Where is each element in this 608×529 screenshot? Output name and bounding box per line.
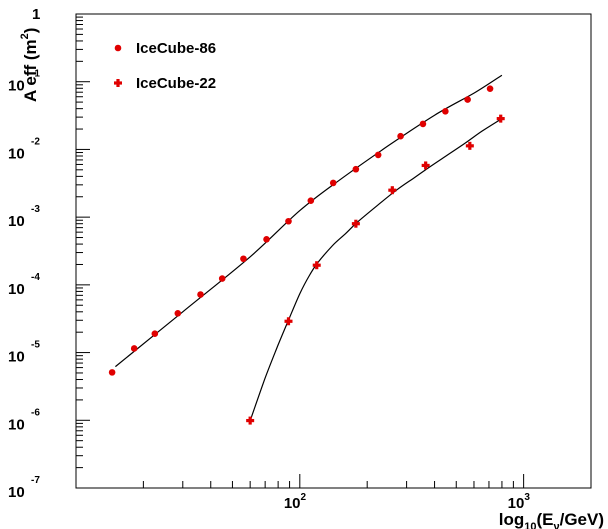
x-tick-label: 102	[284, 492, 307, 512]
icecube-86-point	[464, 96, 471, 103]
icecube-22-point	[465, 141, 474, 150]
icecube-22-legend-marker	[114, 79, 122, 87]
x-tick-label: 103	[508, 492, 531, 512]
y-tick-label: 10-1	[8, 69, 40, 95]
icecube-86-point	[218, 275, 226, 282]
icecube-22-point	[312, 261, 321, 270]
icecube-22-point	[246, 416, 255, 425]
x-axis-title: log10(Eν/GeV)	[499, 510, 604, 529]
icecube-22-legend-label: IceCube-22	[136, 75, 216, 92]
icecube-86-point	[442, 108, 449, 115]
y-tick-label: 10-3	[8, 204, 40, 230]
axis-ticks: 1 10-1 10-2 10-3 10-4 10-5 10-6 10-7 102 103	[8, 6, 592, 512]
y-tick-label: 10-4	[8, 272, 40, 298]
y-tick-label: 10-5	[8, 340, 40, 366]
icecube-86-point	[240, 255, 247, 263]
icecube-86-point	[374, 151, 382, 159]
y-tick-label: 1	[32, 6, 40, 23]
icecube-86-point	[130, 345, 138, 352]
y-tick-label: 10-7	[8, 475, 40, 501]
icecube-86-legend-marker	[114, 44, 122, 52]
icecube-22-point	[351, 219, 360, 228]
plot-frame	[75, 13, 592, 489]
icecube-86-point	[263, 236, 270, 243]
icecube-86-point	[486, 85, 494, 92]
icecube-22-point	[421, 161, 430, 170]
icecube-22-fit-line	[249, 118, 503, 421]
icecube-22-point	[284, 317, 293, 326]
icecube-86-point	[352, 165, 360, 173]
icecube-22-point	[388, 186, 397, 195]
y-tick-label: 10-6	[8, 407, 40, 433]
icecube-22-point	[496, 114, 505, 123]
icecube-86-point	[397, 132, 404, 140]
icecube-86-point	[285, 217, 292, 225]
data-markers	[108, 85, 505, 425]
icecube-86-point	[174, 310, 182, 317]
icecube-86-point	[151, 330, 159, 337]
icecube-86-fit-line	[115, 74, 503, 368]
icecube-86-legend-label: IceCube-86	[136, 40, 216, 57]
icecube-86-point	[329, 179, 337, 187]
legend: IceCube-86 IceCube-22	[114, 40, 216, 92]
icecube-86-point	[108, 369, 116, 376]
icecube-86-point	[419, 120, 427, 128]
fit-curves	[115, 74, 503, 421]
y-tick-label: 10-2	[8, 136, 40, 162]
y-axis-title: A eff (m2)	[19, 28, 40, 102]
icecube-86-point	[307, 197, 315, 204]
icecube-86-point	[197, 291, 204, 298]
